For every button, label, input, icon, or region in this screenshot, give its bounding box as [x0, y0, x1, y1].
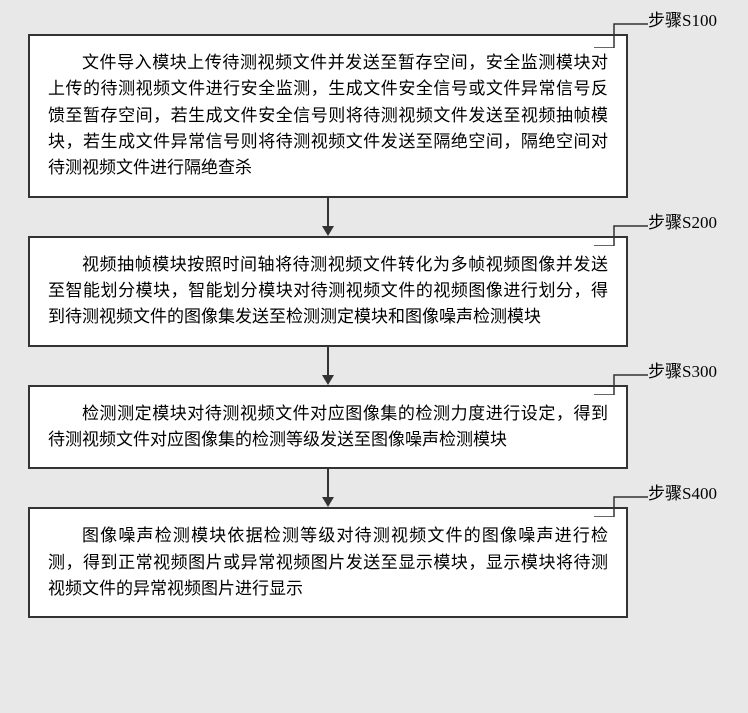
step-box-s100: 文件导入模块上传待测视频文件并发送至暂存空间，安全监测模块对上传的待测视频文件进… [28, 34, 628, 198]
step-group-s300: 步骤S300 检测测定模块对待测视频文件对应图像集的检测力度进行设定，得到待测视… [8, 385, 740, 470]
step-label-s200: 步骤S200 [648, 208, 717, 233]
step-group-s200: 步骤S200 视频抽帧模块按照时间轴将待测视频文件转化为多帧视频图像并发送至智能… [8, 236, 740, 347]
step-box-s300: 检测测定模块对待测视频文件对应图像集的检测力度进行设定，得到待测视频文件对应图像… [28, 385, 628, 470]
flowchart-container: 步骤S100 文件导入模块上传待测视频文件并发送至暂存空间，安全监测模块对上传的… [8, 8, 740, 705]
step-label-s100: 步骤S100 [648, 6, 717, 31]
step-label-s400: 步骤S400 [648, 479, 717, 504]
step-box-s400: 图像噪声检测模块依据检测等级对待测视频文件的图像噪声进行检测，得到正常视频图片或… [28, 507, 628, 618]
arrow-s300-s400 [28, 469, 628, 507]
step-label-s300: 步骤S300 [648, 357, 717, 382]
arrow-s100-s200 [28, 198, 628, 236]
step-group-s100: 步骤S100 文件导入模块上传待测视频文件并发送至暂存空间，安全监测模块对上传的… [8, 8, 740, 198]
step-box-s200: 视频抽帧模块按照时间轴将待测视频文件转化为多帧视频图像并发送至智能划分模块，智能… [28, 236, 628, 347]
step-group-s400: 步骤S400 图像噪声检测模块依据检测等级对待测视频文件的图像噪声进行检测，得到… [8, 507, 740, 618]
arrow-s200-s300 [28, 347, 628, 385]
